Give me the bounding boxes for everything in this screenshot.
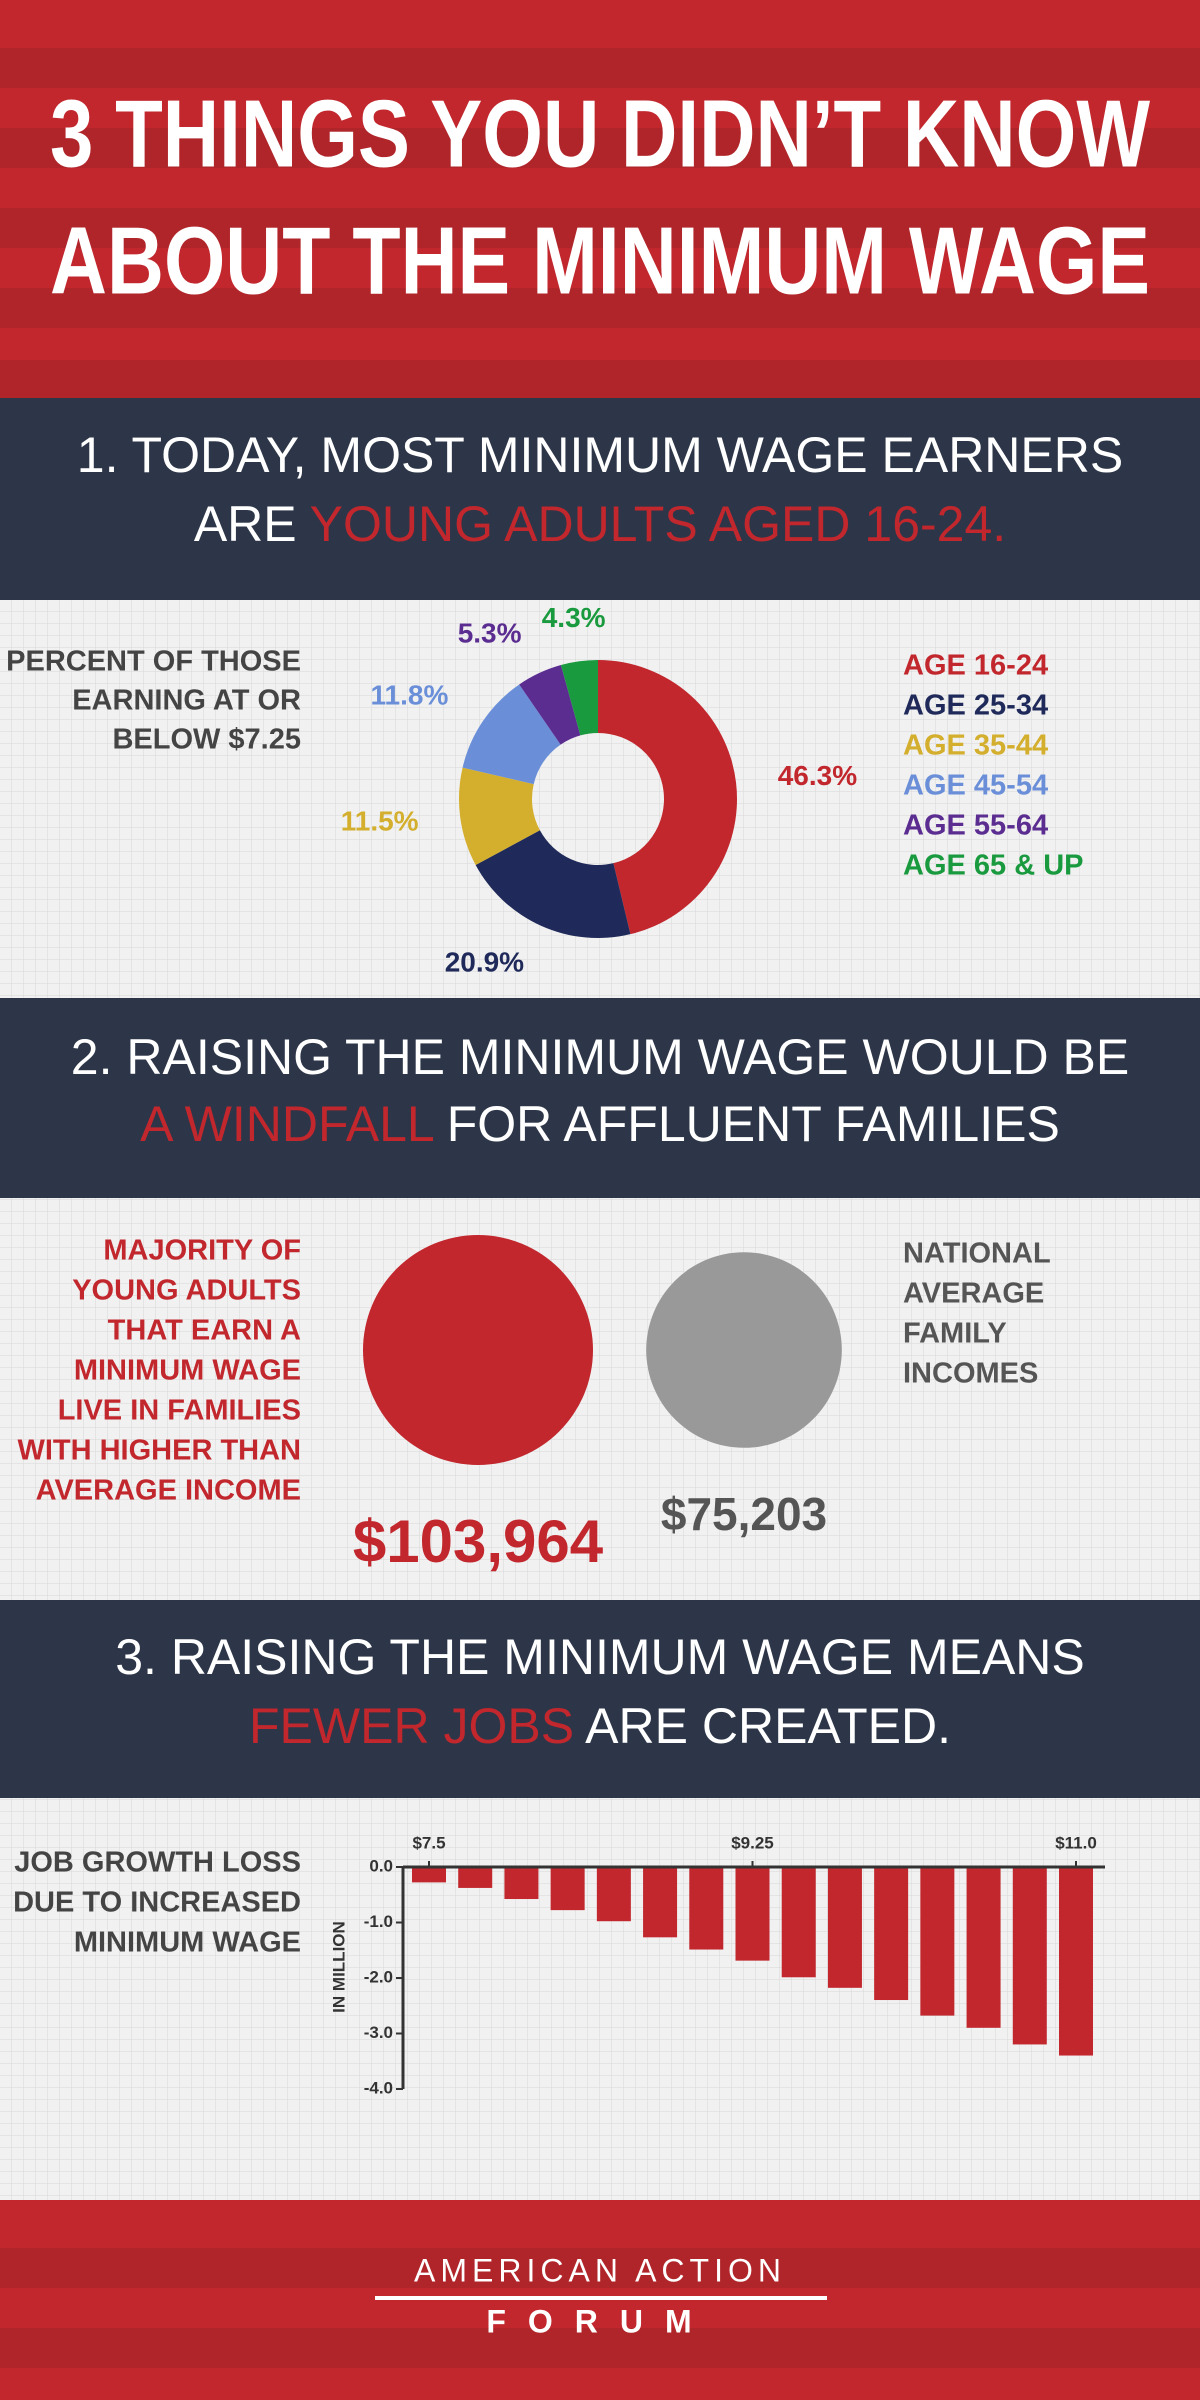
donut-slice (462, 684, 561, 785)
chart-text: MINIMUM WAGE (74, 1355, 301, 1387)
slice-label: 46.3% (778, 760, 857, 791)
bar (412, 1868, 446, 1883)
bar (966, 1868, 1001, 2028)
stripe (0, 128, 1200, 168)
chart-text: NATIONAL (903, 1238, 1051, 1270)
legend-entry: AGE 45-54 (903, 770, 1048, 802)
bar (689, 1868, 724, 1950)
legend-entry: AGE 55-64 (903, 810, 1048, 842)
chart-text: INCOMES (903, 1358, 1038, 1390)
x-tick-label: $7.5 (412, 1833, 445, 1852)
heading-segment: FOR AFFLUENT FAMILIES (433, 1096, 1060, 1152)
section-heading-bg (0, 998, 1200, 1198)
bar (458, 1868, 493, 1888)
chart-text: EARNING AT OR (72, 685, 301, 717)
chart-text: PERCENT OF THOSE (6, 646, 301, 678)
stripe (0, 360, 1200, 398)
chart-text: WITH HIGHER THAN (17, 1435, 301, 1467)
section-heading: ARE YOUNG ADULTS AGED 16-24. (194, 496, 1006, 552)
slice-label: 11.8% (371, 680, 449, 711)
footer-line: FORUM (486, 2303, 713, 2339)
bar (735, 1868, 770, 1961)
chart-text: BELOW $7.25 (112, 724, 301, 756)
x-tick-label: $11.0 (1055, 1833, 1097, 1852)
heading-segment: 3. RAISING THE MINIMUM WAGE MEANS (115, 1629, 1085, 1685)
y-axis-label: IN MILLION (329, 1921, 348, 2013)
stripe (0, 48, 1200, 88)
y-tick-label: 0.0 (369, 1856, 393, 1875)
title-line: 3 THINGS YOU DIDN’T KNOW (50, 80, 1150, 187)
legend-entry: AGE 35-44 (903, 730, 1048, 762)
chart-text: YOUNG ADULTS (72, 1275, 301, 1307)
chart-text: JOB GROWTH LOSS (14, 1847, 301, 1879)
bar (643, 1868, 678, 1938)
bar (781, 1868, 816, 1978)
panel-bg (0, 1198, 1200, 1600)
section-heading: 3. RAISING THE MINIMUM WAGE MEANS (115, 1629, 1085, 1685)
chart-text: FAMILY (903, 1318, 1007, 1350)
y-tick-label: -3.0 (364, 2023, 393, 2042)
slice-label: 4.3% (542, 602, 606, 633)
heading-segment: 1. TODAY, MOST MINIMUM WAGE EARNERS (77, 427, 1123, 483)
donut-slice (475, 830, 631, 938)
heading-segment: YOUNG ADULTS AGED 16-24. (310, 496, 1007, 552)
stripe (0, 2248, 1200, 2288)
bar (874, 1868, 909, 2001)
slice-label: 5.3% (458, 617, 522, 648)
slice-label: 20.9% (445, 947, 524, 978)
section-heading-bg (0, 1600, 1200, 1798)
section-heading: 2. RAISING THE MINIMUM WAGE WOULD BE (71, 1029, 1129, 1085)
donut-slice (459, 767, 540, 865)
section-heading: 1. TODAY, MOST MINIMUM WAGE EARNERS (77, 427, 1123, 483)
heading-segment: 2. RAISING THE MINIMUM WAGE WOULD BE (71, 1029, 1129, 1085)
income-circle (363, 1235, 593, 1465)
chart-text: AVERAGE (903, 1278, 1044, 1310)
bar (920, 1868, 955, 2016)
value-label: $75,203 (661, 1488, 827, 1540)
stripe (0, 208, 1200, 248)
chart-text: MAJORITY OF (103, 1235, 301, 1267)
stripe (0, 288, 1200, 328)
y-tick-label: -1.0 (364, 1912, 393, 1931)
heading-segment: A WINDFALL (140, 1096, 434, 1152)
heading-segment: ARE (194, 496, 310, 552)
stripe (0, 2328, 1200, 2368)
chart-text: MINIMUM WAGE (74, 1927, 301, 1959)
legend-entry: AGE 65 & UP (903, 850, 1084, 882)
chart-text: LIVE IN FAMILIES (58, 1395, 301, 1427)
income-circle (646, 1252, 842, 1448)
section-heading: A WINDFALL FOR AFFLUENT FAMILIES (140, 1096, 1060, 1152)
heading-segment: FEWER JOBS (249, 1698, 574, 1754)
bar (504, 1868, 539, 1900)
legend-entry: AGE 25-34 (903, 690, 1048, 722)
x-tick-label: $9.25 (731, 1833, 774, 1852)
value-label: $103,964 (353, 1508, 604, 1575)
bar (550, 1868, 585, 1911)
slice-label: 11.5% (341, 805, 419, 836)
bar (1012, 1868, 1047, 2045)
heading-segment: ARE CREATED. (574, 1698, 951, 1754)
title-line: ABOUT THE MINIMUM WAGE (50, 207, 1150, 314)
donut-slice (519, 665, 581, 745)
bar (827, 1868, 862, 1988)
bar (1059, 1868, 1093, 2056)
bar (596, 1868, 631, 1922)
chart-text: AVERAGE INCOME (36, 1475, 301, 1507)
chart-text: THAT EARN A (108, 1315, 301, 1347)
legend-entry: AGE 16-24 (903, 650, 1048, 682)
chart-text: DUE TO INCREASED (13, 1887, 301, 1919)
footer-line: AMERICAN ACTION (414, 2252, 786, 2288)
donut-slice (598, 660, 738, 935)
y-tick-label: -4.0 (364, 2078, 393, 2097)
section-heading: FEWER JOBS ARE CREATED. (249, 1698, 951, 1754)
section-heading-bg (0, 398, 1200, 600)
y-tick-label: -2.0 (364, 1967, 393, 1986)
donut-slice (560, 660, 598, 736)
